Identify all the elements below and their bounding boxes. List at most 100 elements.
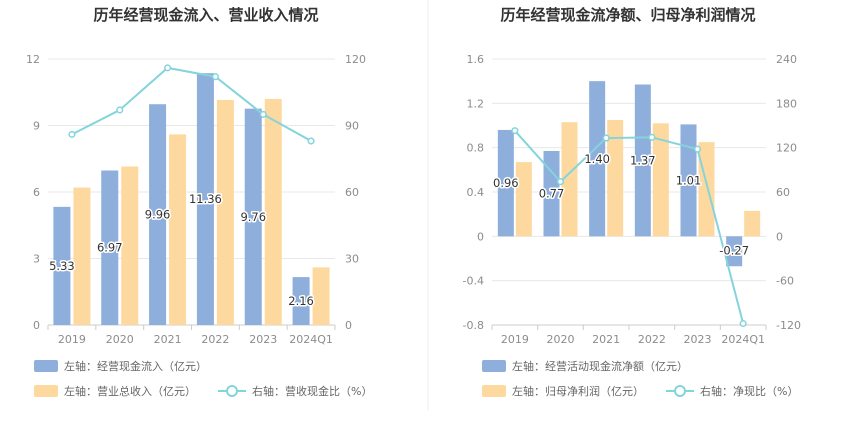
line-point [511,127,519,135]
left-axis-tick-label: 0.8 [467,142,485,155]
legend-label-bar2: 左轴：归母净利润（亿元） [512,384,644,398]
x-axis-tick-label: 2020 [547,333,575,346]
bar-net-profit [607,119,624,237]
right-axis-tick-label: 0 [776,230,783,243]
data-label: 9.76 [240,210,266,224]
right-axis-tick-label: 180 [776,97,797,110]
right-axis-tick-label: 240 [776,53,797,66]
right-axis-tick-label: 60 [345,186,359,199]
chart-panel-cash-inflow-revenue: 历年经营现金流入、营业收入情况 0 0 3 30 6 60 9 90 12 120 2019 2020… [26,6,372,398]
legend-swatch-bar1 [482,360,506,372]
legend-item-bar1[interactable]: 左轴：经营现金流入（亿元） [34,359,207,373]
legend-swatch-bar1 [34,360,58,372]
line-point [307,137,315,145]
line-point [164,64,172,72]
data-label: 11.36 [189,192,222,206]
data-label: 5.33 [49,259,75,273]
data-label: 1.40 [584,152,610,166]
line-point [68,130,76,138]
legend-item-line[interactable]: 右轴：净现比（%） [666,384,798,398]
data-label: 0.96 [493,176,519,190]
data-label: 1.37 [630,153,656,167]
legend-label-line: 右轴：净现比（%） [700,384,798,398]
left-axis-tick-label: -0.8 [463,319,484,332]
data-label: 1.01 [676,173,702,187]
bar-cash-inflow [149,104,167,325]
bar-net-cashflow [680,124,697,237]
right-axis-tick-label: -120 [776,319,801,332]
line-point [602,134,610,142]
legend-item-line[interactable]: 右轴：营收现金比（%） [218,384,372,398]
right-axis-tick-label: 30 [345,253,359,266]
bar-revenue [169,134,187,325]
line-point [116,106,124,114]
x-axis-tick-label: 2019 [501,333,529,346]
right-axis-tick-label: 90 [345,120,359,133]
x-axis-tick-label: 2023 [684,333,712,346]
data-label: 2.16 [288,294,314,308]
line-revenue-cash-ratio [71,66,312,142]
legend-swatch-bar2 [34,385,58,397]
legend-swatch-marker [226,385,238,397]
bar-cash-inflow [196,73,214,325]
right-axis-tick-label: 120 [776,142,797,155]
chart-title: 历年经营现金流净额、归母净利润情况 [500,6,755,24]
left-axis-tick-label: 1.2 [467,97,485,110]
bar-cash-inflow [53,206,71,325]
x-axis-tick-label: 2022 [201,333,229,346]
x-axis-tick-label: 2023 [249,333,277,346]
bar-revenue [264,98,282,326]
right-axis-tick-label: -60 [776,275,794,288]
line-point [556,178,565,186]
left-axis-tick-label: 3 [33,253,40,266]
legend-label-line: 右轴：营收现金比（%） [252,384,372,398]
left-axis-tick-label: 9 [33,120,40,133]
x-axis-tick-label: 2022 [638,333,666,346]
bar-net-profit [744,210,761,237]
plot-area: -0.8 -120 -0.4 -60 0 0 0.4 60 0.8 120 1.2 180 1.6 240… [463,53,801,346]
bar-net-cashflow [634,84,651,237]
bar-net-profit [515,162,532,237]
bar-cash-inflow [101,170,119,325]
legend-label-bar1: 左轴：经营现金流入（亿元） [64,359,207,373]
plot-area: 0 0 3 30 6 60 9 90 12 120 2019 2020 2021 2022 2023 2024… [26,53,366,346]
bar-revenue [73,187,91,325]
data-label: 0.77 [539,187,565,201]
legend-label-bar2: 左轴：营业总收入（亿元） [64,384,196,398]
x-axis-tick-label: 2024Q1 [289,333,333,346]
bar-net-profit [698,142,715,237]
left-axis-tick-label: 6 [33,186,40,199]
bar-net-cashflow [543,150,560,237]
legend-item-bar2[interactable]: 左轴：归母净利润（亿元） [482,384,644,398]
bar-net-cashflow [589,81,606,237]
x-axis-tick-label: 2019 [58,333,86,346]
legend-item-bar2[interactable]: 左轴：营业总收入（亿元） [34,384,196,398]
bar-cash-inflow [292,277,310,325]
x-axis-tick-label: 2021 [592,333,620,346]
left-axis-tick-label: 0 [477,230,484,243]
legend-swatch-bar2 [482,385,506,397]
x-axis-tick-label: 2021 [154,333,182,346]
right-axis-tick-label: 120 [345,53,366,66]
x-axis-tick-label: 2024Q1 [721,333,765,346]
legend-item-bar1[interactable]: 左轴：经营活动现金流净额（亿元） [482,359,688,373]
chart-panel-net-cashflow-profit: 历年经营现金流净额、归母净利润情况 -0.8 -120 -0.4 -60 0 0 0.4 60… [463,6,801,398]
bar-net-profit [652,123,669,237]
data-label: 6.97 [97,241,123,255]
bar-net-profit [561,122,578,237]
right-axis-tick-label: 0 [345,319,352,332]
left-axis-tick-label: -0.4 [463,275,484,288]
legend: 左轴：经营现金流入（亿元） 左轴：营业总收入（亿元） 右轴：营收现金比（%） [34,359,372,398]
chart-title: 历年经营现金流入、营业收入情况 [93,6,318,24]
line-point [693,145,702,153]
left-axis-tick-label: 0.4 [467,186,485,199]
legend-label-bar1: 左轴：经营活动现金流净额（亿元） [512,359,688,373]
legend-swatch-marker [674,385,686,397]
legend: 左轴：经营活动现金流净额（亿元） 左轴：归母净利润（亿元） 右轴：净现比（%） [482,359,798,398]
line-point [259,110,267,118]
bar-revenue [312,267,330,325]
line-point [648,133,656,141]
line-point [211,73,219,81]
bar-revenue [216,100,234,325]
